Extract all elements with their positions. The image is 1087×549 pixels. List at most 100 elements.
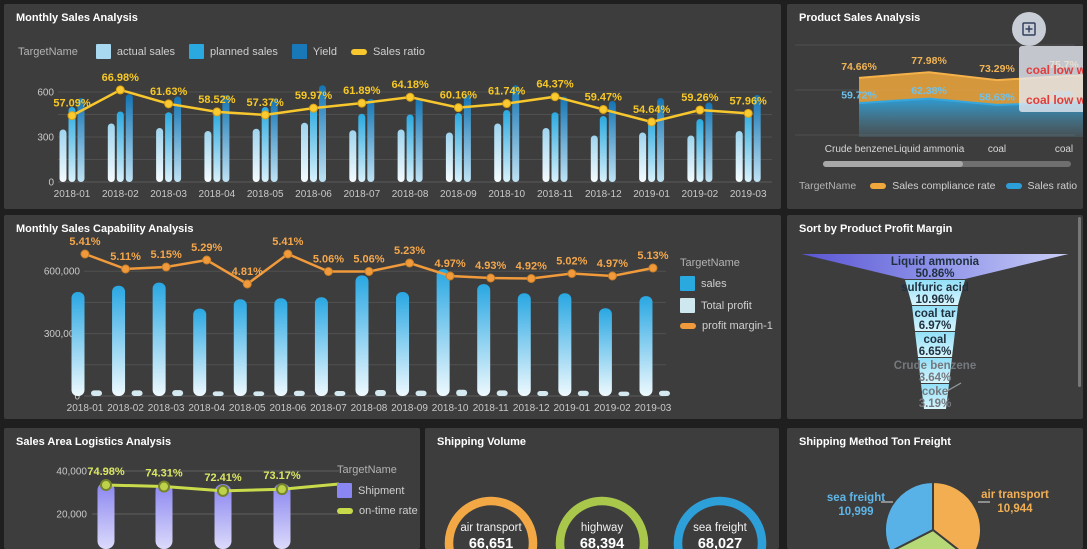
bar-yield[interactable] xyxy=(319,85,326,182)
point-sales-ratio[interactable] xyxy=(67,111,77,121)
expand-button[interactable] xyxy=(1012,12,1046,46)
bar-shipment[interactable] xyxy=(155,482,173,549)
funnel-segment-coal-tar[interactable] xyxy=(912,306,958,331)
bar-shipment[interactable] xyxy=(97,482,115,549)
bar-actual-sales[interactable] xyxy=(107,123,115,183)
bar-actual-sales[interactable] xyxy=(252,128,260,182)
bar-yield[interactable] xyxy=(270,98,278,182)
legend-item-sales-ratio[interactable]: Sales ratio xyxy=(350,46,425,58)
funnel-segment-liquid-ammonia[interactable] xyxy=(801,254,1069,279)
bar-planned-sales[interactable] xyxy=(599,116,607,182)
bar-yield[interactable] xyxy=(77,98,85,182)
point-sales-ratio[interactable] xyxy=(550,92,560,102)
bar-yield[interactable] xyxy=(415,98,423,182)
bar-yield[interactable] xyxy=(174,96,182,183)
bar-sales[interactable] xyxy=(558,293,572,396)
point-profit-margin[interactable] xyxy=(161,262,171,272)
point-on-time-rate[interactable] xyxy=(158,480,170,493)
point-profit-margin[interactable] xyxy=(242,279,252,289)
bar-total-profit[interactable] xyxy=(415,390,427,396)
bar-planned-sales[interactable] xyxy=(744,110,752,182)
bar-planned-sales[interactable] xyxy=(358,113,366,182)
bar-actual-sales[interactable] xyxy=(687,135,695,183)
bar-sales[interactable] xyxy=(355,275,369,396)
bar-planned-sales[interactable] xyxy=(165,112,173,182)
bar-sales[interactable] xyxy=(152,282,166,396)
point-sales-ratio[interactable] xyxy=(212,107,222,117)
bar-planned-sales[interactable] xyxy=(648,117,656,183)
point-profit-margin[interactable] xyxy=(607,271,617,281)
bar-sales[interactable] xyxy=(639,296,653,396)
point-sales-ratio[interactable] xyxy=(647,117,657,127)
point-profit-margin[interactable] xyxy=(405,258,415,268)
bar-planned-sales[interactable] xyxy=(454,113,462,182)
point-sales-ratio[interactable] xyxy=(502,99,512,109)
funnel-segment-coke[interactable] xyxy=(921,384,949,409)
bar-yield[interactable] xyxy=(222,95,230,182)
point-sales-ratio[interactable] xyxy=(260,110,270,120)
bar-actual-sales[interactable] xyxy=(156,128,164,182)
bar-total-profit[interactable] xyxy=(334,391,346,396)
bar-total-profit[interactable] xyxy=(618,391,630,396)
bar-total-profit[interactable] xyxy=(91,390,102,396)
pie-slice-air-transport[interactable] xyxy=(932,481,982,549)
point-sales-ratio[interactable] xyxy=(164,99,174,109)
bar-yield[interactable] xyxy=(705,102,713,183)
bar-sales[interactable] xyxy=(112,285,126,396)
bar-sales[interactable] xyxy=(598,308,612,396)
bar-planned-sales[interactable] xyxy=(406,114,414,183)
bar-yield[interactable] xyxy=(753,95,761,182)
bar-planned-sales[interactable] xyxy=(68,107,76,182)
bar-actual-sales[interactable] xyxy=(639,132,647,183)
pie-slice-sea-freight[interactable] xyxy=(883,481,934,549)
point-sales-ratio[interactable] xyxy=(453,103,463,113)
legend-item-sales[interactable]: sales xyxy=(680,276,727,291)
gauge-air-transport[interactable]: air transport 66,651 xyxy=(444,496,538,549)
bar-yield[interactable] xyxy=(367,98,375,182)
bar-total-profit[interactable] xyxy=(212,391,224,396)
legend-item-planned-sales[interactable]: planned sales xyxy=(189,44,278,59)
bar-planned-sales[interactable] xyxy=(213,112,221,182)
funnel-segment-coal[interactable] xyxy=(915,332,955,357)
point-profit-margin[interactable] xyxy=(323,267,333,276)
bar-yield[interactable] xyxy=(125,94,133,182)
point-on-time-rate[interactable] xyxy=(217,484,229,497)
legend-item-sales-compliance-rate[interactable]: Sales compliance rate xyxy=(870,180,996,192)
point-sales-ratio[interactable] xyxy=(357,98,367,108)
funnel-segment-crude-benzene[interactable] xyxy=(918,358,952,383)
bar-sales[interactable] xyxy=(314,297,328,396)
point-sales-ratio[interactable] xyxy=(309,103,318,113)
bar-actual-sales[interactable] xyxy=(735,131,743,182)
bar-yield[interactable] xyxy=(560,96,568,183)
bar-sales[interactable] xyxy=(274,298,288,396)
bar-actual-sales[interactable] xyxy=(397,129,405,183)
point-profit-margin[interactable] xyxy=(80,249,90,259)
legend-item-actual-sales[interactable]: actual sales xyxy=(95,44,175,59)
bar-total-profit[interactable] xyxy=(577,390,589,396)
bar-sales[interactable] xyxy=(477,284,491,396)
legend-item-sales-ratio[interactable]: Sales ratio xyxy=(1005,180,1077,192)
bar-total-profit[interactable] xyxy=(496,390,508,396)
horizontal-scrollbar[interactable] xyxy=(823,161,963,167)
point-profit-margin[interactable] xyxy=(567,269,577,278)
bar-sales[interactable] xyxy=(396,292,410,396)
bar-total-profit[interactable] xyxy=(293,390,305,396)
vertical-scrollbar[interactable] xyxy=(1078,217,1081,387)
bar-actual-sales[interactable] xyxy=(542,128,550,182)
bar-sales[interactable] xyxy=(233,299,247,396)
bar-total-profit[interactable] xyxy=(253,391,265,396)
bar-actual-sales[interactable] xyxy=(445,132,453,183)
bar-actual-sales[interactable] xyxy=(204,131,212,182)
bar-actual-sales[interactable] xyxy=(59,129,67,183)
funnel-segment-sulfuric-acid[interactable] xyxy=(905,280,965,305)
bar-planned-sales[interactable] xyxy=(310,104,317,182)
bar-sales[interactable] xyxy=(71,292,85,396)
pie-slice-highway[interactable] xyxy=(890,529,971,549)
point-profit-margin[interactable] xyxy=(648,263,658,273)
point-on-time-rate[interactable] xyxy=(276,483,288,496)
bar-actual-sales[interactable] xyxy=(301,122,308,182)
point-profit-margin[interactable] xyxy=(445,271,455,281)
bar-planned-sales[interactable] xyxy=(503,110,511,182)
bar-sales[interactable] xyxy=(193,308,207,396)
legend-item-on-time-rate[interactable]: on-time rate xyxy=(337,505,418,517)
